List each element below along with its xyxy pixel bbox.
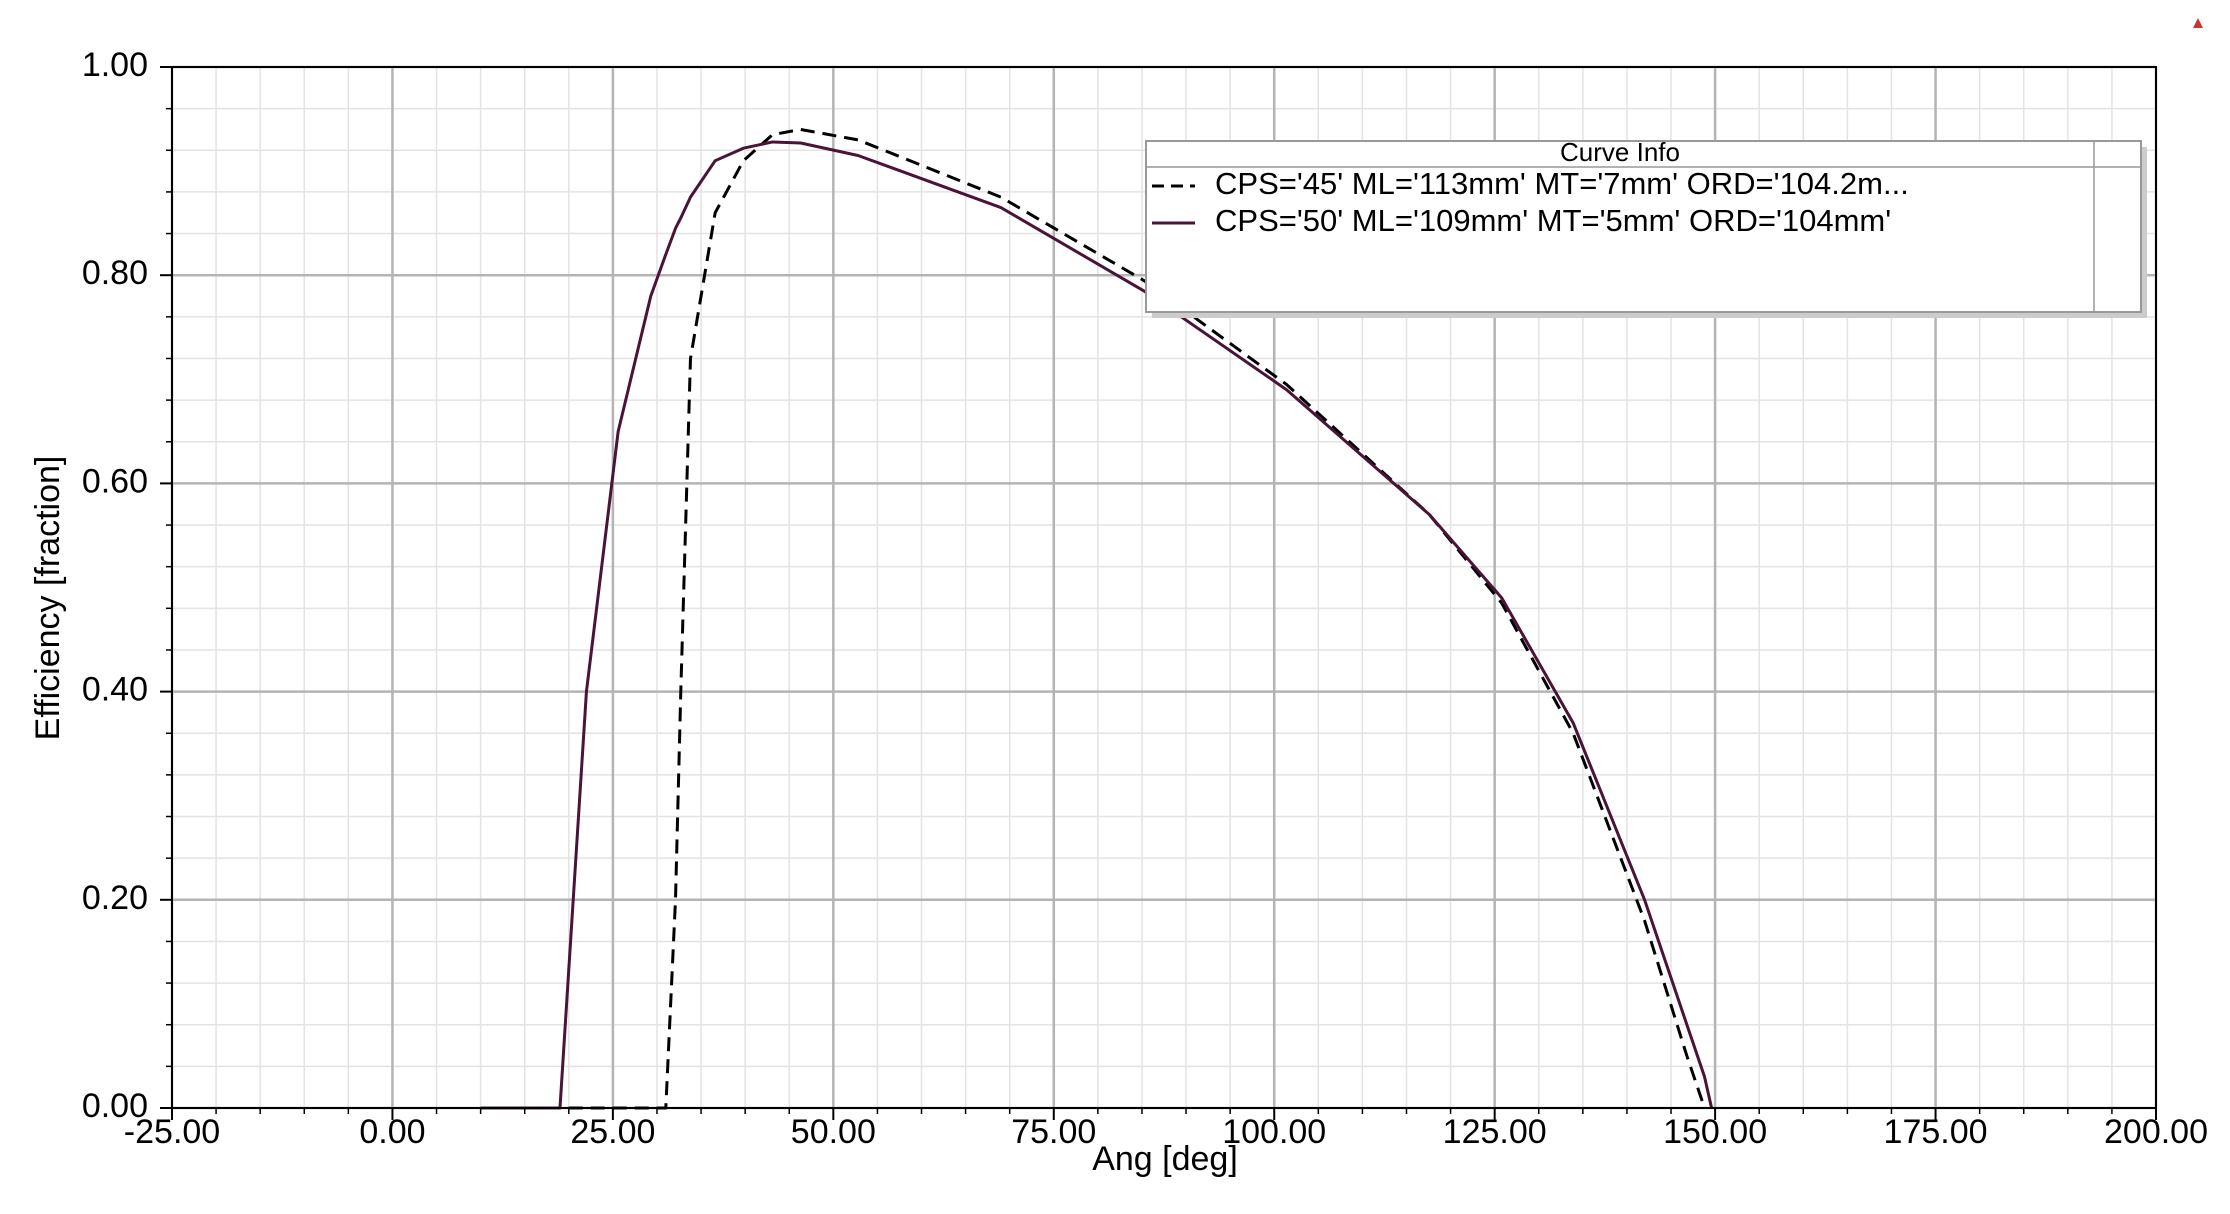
plot-frame (171, 66, 2157, 1109)
x-axis-label: Ang [deg] (1092, 1140, 1238, 1178)
x-tick-label: 175.00 (1884, 1113, 1988, 1151)
x-tick-label: 75.00 (1011, 1113, 1096, 1151)
y-tick-label: 0.60 (82, 462, 148, 500)
x-tick-label: -25.00 (124, 1113, 220, 1151)
x-tick-label: 200.00 (2104, 1113, 2208, 1151)
y-axis-label: Efficiency [fraction] (29, 456, 67, 741)
y-tick-label: 0.00 (82, 1087, 148, 1125)
y-tick-label: 0.20 (82, 879, 148, 917)
legend-label: CPS='50' ML='109mm' MT='5mm' ORD='104mm' (1215, 203, 1891, 238)
y-tick-label: 1.00 (82, 46, 148, 84)
y-tick-label: 0.80 (82, 254, 148, 292)
y-tick-label: 0.40 (82, 671, 148, 709)
legend-title: Curve Info (1560, 137, 1680, 167)
legend-box (1145, 140, 2142, 313)
grid (170, 65, 2158, 1110)
x-tick-label: 125.00 (1443, 1113, 1547, 1151)
x-tick-label: 0.00 (359, 1113, 425, 1151)
x-tick-label: 50.00 (791, 1113, 876, 1151)
series-line (480, 140, 1714, 1110)
x-tick-label: 150.00 (1663, 1113, 1767, 1151)
x-tick-label: 100.00 (1222, 1113, 1326, 1151)
icon (2193, 18, 2203, 28)
legend: Curve Info CPS='45' ML='113mm' MT='7mm' … (1145, 137, 2147, 318)
x-tick-label: 25.00 (570, 1113, 655, 1151)
ticks: -25.00 0.00 25.00 50.00 75.00 100.00 125.00 150… (82, 46, 2208, 1151)
legend-label: CPS='45' ML='113mm' MT='7mm' ORD='104.2m… (1215, 166, 1909, 201)
